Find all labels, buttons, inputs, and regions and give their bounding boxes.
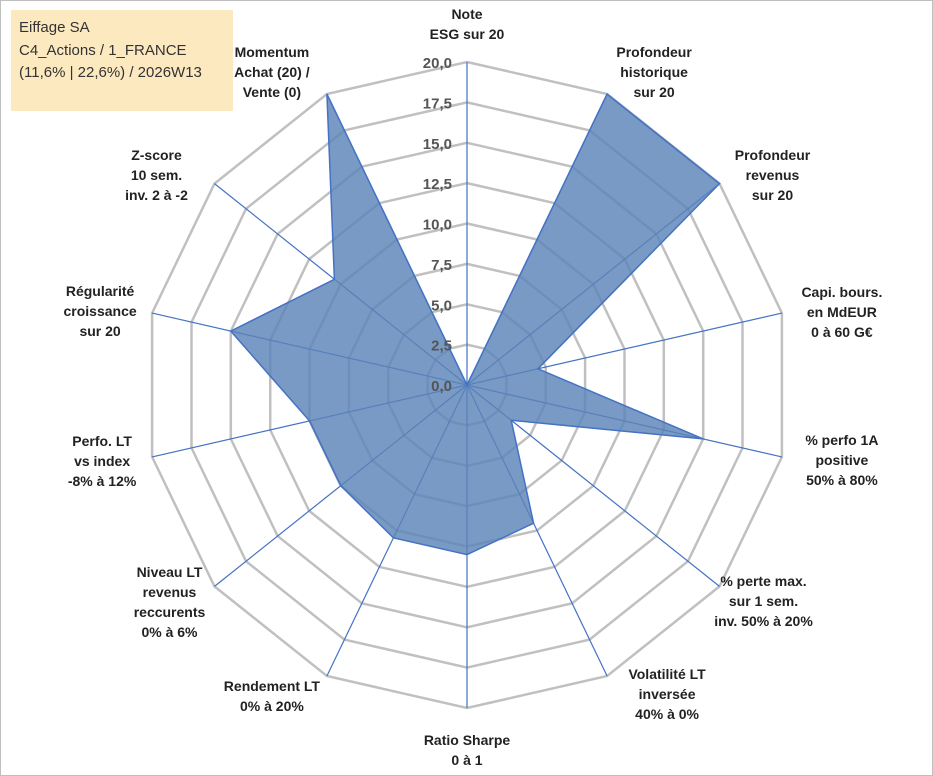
label-layer: Note ESG sur 20 Profondeur historique sur 20… — [64, 6, 883, 768]
company-name: Eiffage SA — [19, 19, 90, 36]
axis-label-line: en MdEUR — [807, 304, 877, 320]
axis-label: Perfo. LT vs index -8% à 12% — [68, 433, 137, 489]
axis-label-line: Profondeur — [735, 147, 811, 163]
tick-label: 5,0 — [431, 297, 452, 314]
series-layer — [229, 92, 721, 556]
axis-label-line: sur 20 — [633, 84, 674, 100]
axis-label-line: 0% à 6% — [141, 624, 198, 640]
axis-label-line: Capi. bours. — [801, 284, 882, 300]
axis-label-line: reccurents — [134, 604, 206, 620]
axis-label: Capi. bours. en MdEUR 0 à 60 G€ — [801, 284, 882, 340]
tick-label: 2,5 — [431, 338, 452, 355]
axis-label-line: Ratio Sharpe — [424, 732, 511, 748]
axis-label-line: Rendement LT — [224, 678, 321, 694]
axis-label-line: Volatilité LT — [628, 666, 706, 682]
axis-label: % perfo 1A positive 50% à 80% — [805, 432, 878, 488]
info-box: Eiffage SA C4_Actions / 1_FRANCE (11,6% … — [11, 10, 233, 111]
axis-label-line: ESG sur 20 — [430, 26, 505, 42]
axis-label-line: 0 à 1 — [451, 752, 482, 768]
axis-label-line: sur 20 — [79, 323, 120, 339]
axis-label-line: Perfo. LT — [72, 433, 132, 449]
axis-label-line: % perte max. — [720, 573, 806, 589]
axis-label-line: Vente (0) — [243, 84, 301, 100]
axis-label-line: 0% à 20% — [240, 698, 304, 714]
axis-label-line: sur 1 sem. — [729, 593, 798, 609]
tick-label: 10,0 — [423, 217, 452, 234]
axis-label-line: Profondeur — [616, 44, 692, 60]
axis-label-line: revenus — [746, 167, 800, 183]
axis-label-line: 40% à 0% — [635, 706, 699, 722]
axis-label-line: vs index — [74, 453, 130, 469]
tick-label: 17,5 — [423, 95, 452, 112]
axis-label-line: Régularité — [66, 283, 135, 299]
axis-label: Profondeur historique sur 20 — [616, 44, 692, 100]
axis-label: Profondeur revenus sur 20 — [735, 147, 811, 203]
axis-label: Momentum Achat (20) / Vente (0) — [234, 44, 310, 100]
axis-label-line: Achat (20) / — [234, 64, 310, 80]
axis-label-line: Momentum — [235, 44, 310, 60]
axis-label-line: croissance — [64, 303, 137, 319]
tick-label: 20,0 — [423, 55, 452, 72]
axis-label-line: 10 sem. — [131, 167, 182, 183]
axis-label-line: inv. 50% à 20% — [714, 613, 813, 629]
axis-label: Rendement LT 0% à 20% — [224, 678, 321, 714]
axis-label-line: Note — [451, 6, 482, 22]
axis-label-line: Niveau LT — [137, 564, 203, 580]
axis-label-line: inv. 2 à -2 — [125, 187, 188, 203]
axis-label-line: Z-score — [131, 147, 182, 163]
axis-label-line: positive — [815, 452, 868, 468]
axis-label: Régularité croissance sur 20 — [64, 283, 137, 339]
axis-label-line: inversée — [639, 686, 696, 702]
axis-label: Ratio Sharpe 0 à 1 — [424, 732, 511, 768]
axis-label-line: 50% à 80% — [806, 472, 878, 488]
tick-label: 12,5 — [423, 176, 452, 193]
axis-label: Z-score 10 sem. inv. 2 à -2 — [125, 147, 188, 203]
axis-label: % perte max. sur 1 sem. inv. 50% à 20% — [714, 573, 813, 629]
axis-label-line: % perfo 1A — [805, 432, 878, 448]
tick-layer: 0,0 2,5 5,0 7,5 10,0 12,5 15,0 17,5 20,0 — [423, 55, 452, 395]
axis-label: Niveau LT revenus reccurents 0% à 6% — [134, 564, 206, 640]
axis-label: Note ESG sur 20 — [430, 6, 505, 42]
axis-label-line: 0 à 60 G€ — [811, 324, 873, 340]
axis-label-line: -8% à 12% — [68, 473, 137, 489]
tick-label: 0,0 — [431, 378, 452, 395]
tick-label: 7,5 — [431, 257, 452, 274]
period-label: (11,6% | 22,6%) / 2026W13 — [19, 64, 202, 81]
axis-label-line: revenus — [143, 584, 197, 600]
axis-label-line: historique — [620, 64, 688, 80]
portfolio-label: C4_Actions / 1_FRANCE — [19, 41, 187, 59]
axis-label-line: sur 20 — [752, 187, 793, 203]
axis-label: Volatilité LT inversée 40% à 0% — [628, 666, 706, 722]
tick-label: 15,0 — [423, 136, 452, 153]
